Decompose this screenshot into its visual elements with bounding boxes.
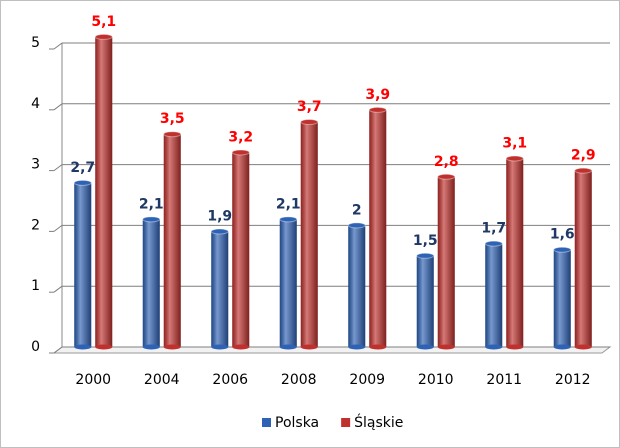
value-label: 3,1 bbox=[502, 136, 527, 152]
bar-base bbox=[369, 344, 387, 350]
value-label: 1,9 bbox=[207, 208, 232, 224]
grid-edge bbox=[53, 285, 63, 293]
floor bbox=[52, 346, 612, 354]
bar-base bbox=[95, 344, 113, 350]
bar-cap bbox=[553, 246, 572, 253]
x-tick-label: 2006 bbox=[212, 372, 248, 388]
bar-base bbox=[553, 344, 571, 350]
grid-edge bbox=[53, 103, 63, 111]
legend-swatch bbox=[262, 418, 271, 427]
legend-label: Polska bbox=[275, 415, 319, 431]
x-tick-label: 2000 bbox=[75, 372, 111, 388]
value-label: 2,9 bbox=[571, 148, 596, 164]
value-label: 2,1 bbox=[139, 196, 164, 212]
value-label: 2,1 bbox=[276, 196, 301, 212]
value-label: 5,1 bbox=[91, 14, 116, 30]
grid-edge bbox=[53, 346, 63, 354]
x-tick-label: 2009 bbox=[349, 372, 385, 388]
x-tick-label: 2008 bbox=[281, 372, 317, 388]
bar-shade bbox=[369, 109, 387, 347]
bar-base bbox=[485, 344, 503, 350]
y-tick-label: 1 bbox=[31, 278, 40, 294]
bar-cap bbox=[300, 119, 319, 126]
bar-shade bbox=[574, 170, 592, 347]
bar-shade bbox=[348, 225, 366, 347]
bar-base bbox=[211, 344, 229, 350]
bar-base bbox=[574, 344, 592, 350]
value-label: 1,5 bbox=[413, 233, 438, 249]
bar-cap bbox=[368, 106, 387, 113]
bar-cap bbox=[73, 179, 92, 186]
bar-shade bbox=[485, 243, 503, 347]
bar-base bbox=[416, 344, 434, 350]
bar-cap bbox=[347, 222, 366, 229]
bar-shade bbox=[232, 152, 250, 347]
value-label: 1,7 bbox=[481, 221, 506, 237]
value-label: 3,2 bbox=[228, 129, 253, 145]
bar-base bbox=[437, 344, 455, 350]
bar-shade bbox=[211, 231, 229, 347]
legend-label: Śląskie bbox=[354, 413, 403, 431]
y-tick-label: 4 bbox=[31, 96, 40, 112]
bar-shade bbox=[142, 219, 160, 347]
bar-base bbox=[279, 344, 297, 350]
x-tick-label: 2010 bbox=[418, 372, 454, 388]
x-tick-label: 2011 bbox=[486, 372, 522, 388]
bar-cap bbox=[279, 216, 298, 223]
bar-base bbox=[232, 344, 250, 350]
x-tick-label: 2012 bbox=[555, 372, 591, 388]
bar-cap bbox=[94, 33, 113, 40]
value-label: 2,7 bbox=[70, 160, 95, 176]
y-tick-label: 0 bbox=[31, 339, 40, 355]
bar-base bbox=[300, 344, 318, 350]
grid-edge bbox=[53, 42, 63, 50]
bar-cap bbox=[416, 252, 435, 259]
bar-cap bbox=[163, 131, 182, 138]
value-label: 2 bbox=[352, 202, 362, 218]
y-tick-label: 2 bbox=[31, 217, 40, 233]
bar-base bbox=[163, 344, 181, 350]
bar-shade bbox=[279, 219, 297, 347]
bar-base bbox=[74, 344, 92, 350]
bar-cap bbox=[210, 228, 229, 235]
legend-swatch bbox=[341, 418, 351, 427]
bar-cap bbox=[142, 216, 161, 223]
bar-shade bbox=[74, 182, 92, 347]
value-label: 1,6 bbox=[550, 227, 575, 243]
value-label: 3,9 bbox=[365, 87, 390, 103]
bar-cap bbox=[437, 173, 456, 180]
value-label: 3,5 bbox=[160, 111, 185, 127]
bar-cap bbox=[231, 149, 250, 156]
y-tick-label: 3 bbox=[31, 157, 40, 173]
bar-cap bbox=[484, 240, 503, 247]
bar-shade bbox=[437, 176, 455, 347]
bar-cap bbox=[574, 167, 593, 174]
bar-base bbox=[506, 344, 524, 350]
bar-shade bbox=[416, 255, 434, 347]
value-label: 2,8 bbox=[434, 154, 459, 170]
value-label: 3,7 bbox=[297, 99, 322, 115]
bar-shade bbox=[95, 36, 113, 348]
grid-edge bbox=[53, 164, 63, 172]
bar-shade bbox=[300, 122, 318, 347]
bar-cap bbox=[505, 155, 524, 162]
bar-base bbox=[142, 344, 160, 350]
bar-shade bbox=[506, 158, 524, 347]
y-tick-label: 5 bbox=[31, 35, 40, 51]
x-tick-label: 2004 bbox=[144, 372, 180, 388]
bar-base bbox=[348, 344, 366, 350]
bar-shade bbox=[553, 249, 571, 347]
grid-edge bbox=[53, 224, 63, 232]
bar-shade bbox=[163, 134, 181, 347]
